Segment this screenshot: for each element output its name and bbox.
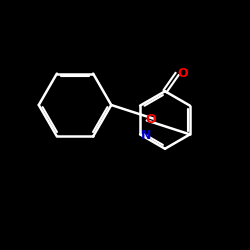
Text: O: O xyxy=(145,113,156,126)
Text: O: O xyxy=(178,67,188,80)
Text: N: N xyxy=(140,129,151,142)
